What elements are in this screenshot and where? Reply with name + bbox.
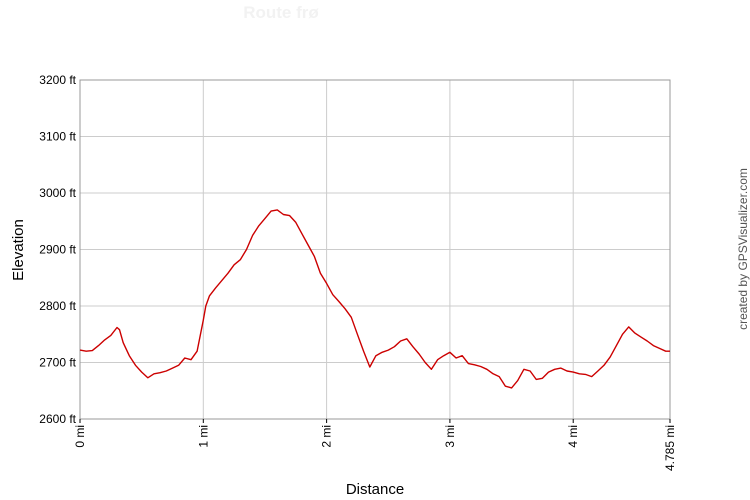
plot-frame [79,79,671,420]
y-axis: 2600 ft 2700 ft 2800 ft 2900 ft 3000 ft 3100 … [39,73,76,426]
y-tick-label: 2800 ft [39,299,76,313]
chart-title: Route frø [243,3,319,22]
y-tick-label: 2700 ft [39,356,76,370]
y-tick-label: 3100 ft [39,130,76,144]
x-tick-label: 4.785 mi [663,425,677,471]
elevation-series-line [79,209,670,389]
x-axis-label: Distance [346,481,404,498]
credit-text: created by GPSVisualizer.com [736,168,750,330]
y-axis-label: Elevation [10,219,27,281]
y-tick-label: 3000 ft [39,186,76,200]
y-tick-label: 2900 ft [39,243,76,257]
x-tick-label: 4 mi [566,425,580,448]
y-tick-label: 2600 ft [39,412,76,426]
x-tick-label: 2 mi [320,425,334,448]
x-tick-label: 3 mi [443,425,457,448]
y-tick-label: 3200 ft [39,73,76,87]
x-tick-label: 1 mi [196,425,210,448]
x-tick-label: 0 mi [73,425,87,448]
x-axis: 0 mi 1 mi 2 mi 3 mi 4 mi 4.785 mi [73,419,677,471]
